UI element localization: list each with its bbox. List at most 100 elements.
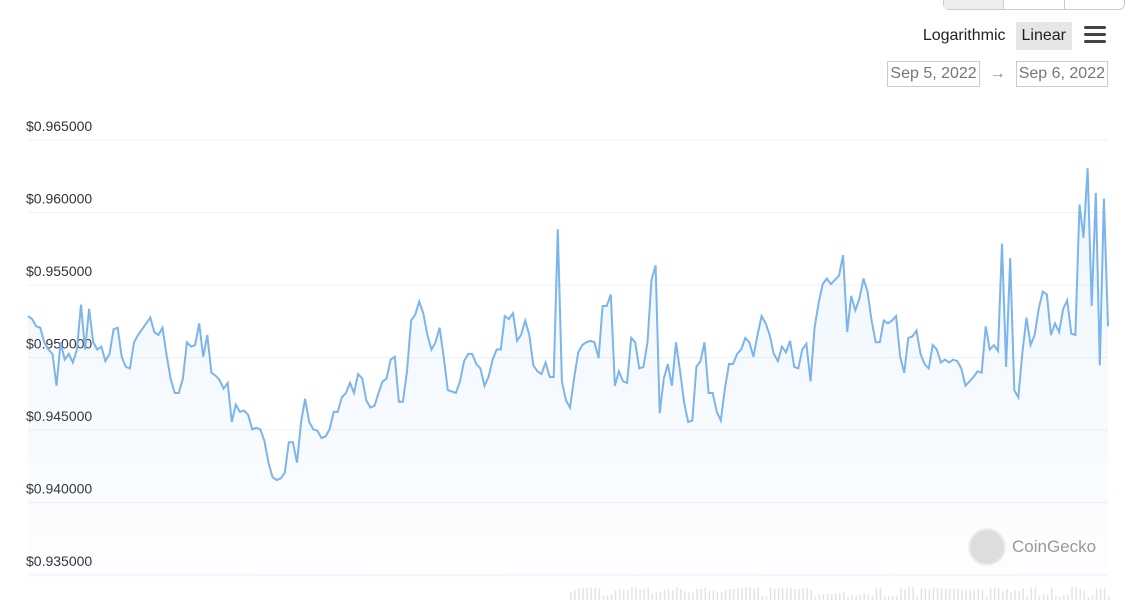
navigator-bar bbox=[944, 588, 947, 600]
navigator-bar bbox=[737, 588, 739, 600]
navigator-bar bbox=[847, 596, 849, 600]
navigator-bar bbox=[977, 589, 980, 600]
navigator-bar bbox=[1026, 596, 1028, 600]
navigator-bar bbox=[647, 587, 649, 600]
navigator-bar bbox=[859, 594, 861, 600]
hamburger-menu-icon[interactable] bbox=[1084, 26, 1106, 47]
navigator-bar bbox=[602, 595, 605, 600]
navigator-bar bbox=[790, 587, 792, 600]
navigator-bar bbox=[627, 590, 629, 600]
range-button[interactable] bbox=[1004, 0, 1065, 9]
range-button-group[interactable] bbox=[943, 0, 1125, 10]
navigator-bar bbox=[969, 589, 971, 600]
price-area bbox=[28, 168, 1108, 577]
navigator-bar bbox=[965, 590, 967, 600]
navigator-bar bbox=[883, 596, 886, 600]
navigator-bar bbox=[692, 592, 694, 600]
navigator-bar bbox=[643, 589, 645, 600]
navigator-bar bbox=[769, 587, 772, 600]
y-tick-label: $0.955000 bbox=[26, 263, 92, 279]
navigator-bar bbox=[892, 596, 894, 600]
navigator-bar bbox=[761, 595, 764, 600]
navigator-bar bbox=[875, 587, 878, 600]
navigator-bar bbox=[851, 594, 853, 600]
navigator-bar bbox=[777, 588, 780, 600]
navigator-bar bbox=[749, 587, 751, 600]
linear-button[interactable]: Linear bbox=[1015, 22, 1072, 50]
logarithmic-button[interactable]: Logarithmic bbox=[922, 27, 1006, 44]
navigator-bar bbox=[753, 588, 755, 600]
navigator-bar bbox=[1103, 588, 1106, 600]
navigator-bar bbox=[1087, 596, 1090, 600]
navigator-bar bbox=[993, 587, 996, 600]
navigator-bar bbox=[1030, 587, 1033, 600]
navigator-bar bbox=[981, 589, 984, 600]
navigator-bar bbox=[1014, 590, 1016, 600]
navigator-bar bbox=[590, 587, 592, 600]
navigator-bar bbox=[570, 591, 572, 600]
navigator-bar bbox=[1067, 594, 1069, 600]
navigator-bar bbox=[900, 588, 902, 600]
navigator-bar bbox=[1034, 587, 1037, 600]
navigator-bar bbox=[867, 594, 870, 600]
navigator-bar bbox=[574, 589, 576, 600]
navigator-bar bbox=[871, 596, 874, 600]
navigator-bar bbox=[610, 594, 613, 600]
navigator-bar bbox=[1071, 587, 1073, 600]
navigator-bar bbox=[916, 596, 918, 600]
navigator-bar bbox=[843, 592, 845, 600]
navigator-bar bbox=[757, 587, 760, 600]
navigator-bar bbox=[1099, 588, 1102, 600]
navigator-bar bbox=[781, 587, 784, 600]
navigator-bar bbox=[936, 588, 939, 600]
date-to-input[interactable]: Sep 6, 2022 bbox=[1015, 61, 1108, 87]
navigator-bar bbox=[1046, 594, 1049, 600]
range-button[interactable] bbox=[944, 0, 1005, 9]
navigator-bar bbox=[822, 593, 825, 600]
navigator-bar bbox=[1063, 595, 1065, 600]
navigator-bar bbox=[802, 588, 804, 600]
date-from-input[interactable]: Sep 5, 2022 bbox=[887, 61, 980, 87]
navigator-bar bbox=[651, 593, 654, 600]
scale-toggle: Logarithmic Linear bbox=[917, 22, 1072, 50]
navigator-bar bbox=[839, 593, 841, 600]
y-tick-label: $0.960000 bbox=[26, 191, 92, 207]
navigator-bar bbox=[932, 587, 935, 600]
navigator-bar bbox=[728, 588, 731, 600]
navigator-bar bbox=[1050, 587, 1053, 600]
navigator-bar bbox=[1018, 590, 1020, 600]
navigator-bar bbox=[814, 596, 817, 600]
navigator-bar bbox=[688, 592, 690, 600]
navigator-bar bbox=[1006, 589, 1008, 600]
navigator-bar bbox=[1083, 591, 1086, 600]
navigator-bar bbox=[830, 593, 833, 600]
navigator-bar bbox=[887, 596, 890, 600]
navigator-bar bbox=[1002, 591, 1004, 600]
navigator-bar bbox=[786, 588, 788, 600]
navigator-bar bbox=[582, 587, 584, 600]
navigator-bar bbox=[1038, 595, 1041, 600]
arrow-right-icon: → bbox=[989, 65, 1006, 82]
navigator-bar bbox=[655, 592, 658, 600]
navigator-bar bbox=[928, 589, 931, 600]
navigator-bar bbox=[606, 595, 609, 600]
coingecko-logo-icon bbox=[968, 528, 1006, 566]
navigator-bar bbox=[667, 588, 670, 600]
navigator-bar bbox=[855, 595, 857, 600]
navigator-bar bbox=[989, 588, 992, 600]
navigator-bar bbox=[818, 595, 821, 600]
navigator-bar bbox=[1095, 588, 1098, 600]
navigator-bar bbox=[700, 588, 702, 600]
navigator-bar bbox=[1042, 594, 1045, 600]
navigator-bar bbox=[716, 591, 719, 600]
coingecko-watermark: CoinGecko bbox=[968, 528, 1096, 566]
navigator-bar bbox=[676, 587, 678, 600]
navigator-bar bbox=[696, 589, 698, 600]
navigator-bar bbox=[834, 593, 837, 600]
navigator-bar bbox=[618, 589, 621, 600]
navigator-bar bbox=[1108, 596, 1110, 600]
navigator-bar bbox=[997, 588, 1000, 600]
navigator-bar bbox=[924, 588, 927, 600]
navigator-bar bbox=[961, 589, 963, 600]
